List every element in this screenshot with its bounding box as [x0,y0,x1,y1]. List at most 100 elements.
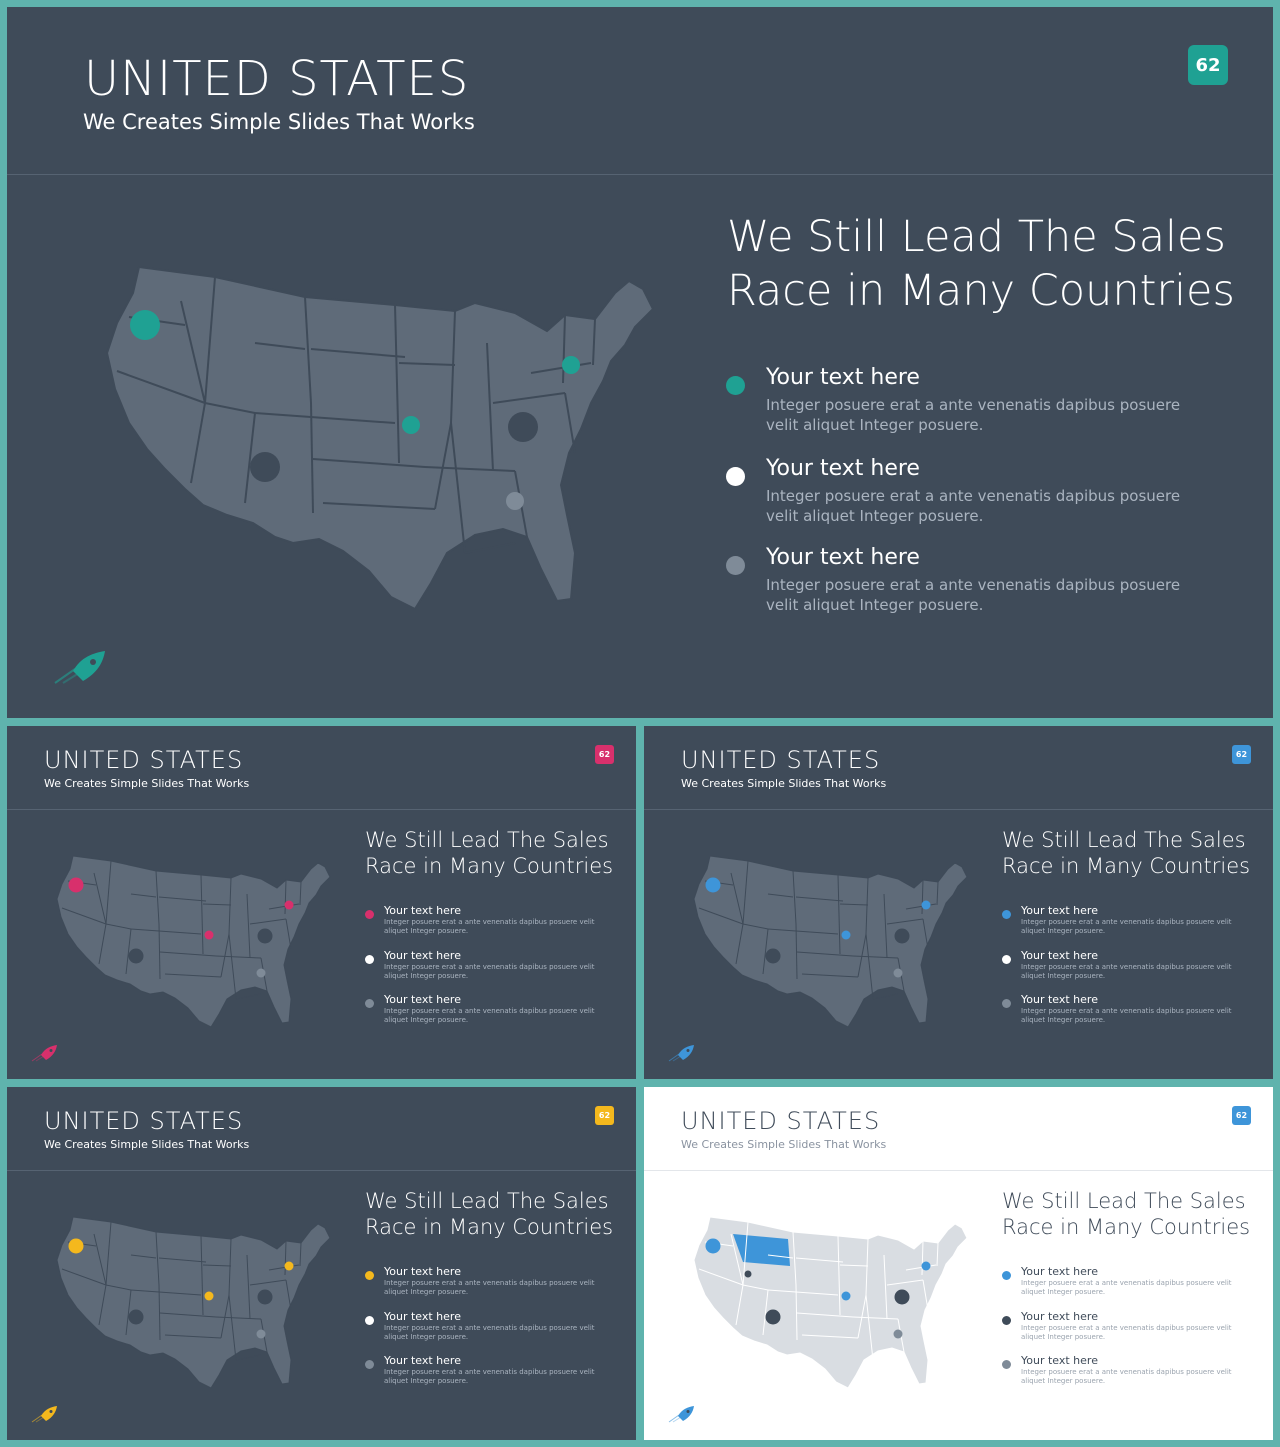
slide-title: UNITED STATES [84,51,470,107]
state-border [762,928,769,975]
map-marker [257,1289,273,1305]
bullet-dot [1002,1271,1011,1280]
map-marker [508,412,538,442]
item-title: Your text here [1021,949,1098,962]
bullet-dot [365,1360,374,1369]
bullet-dot [365,910,374,919]
state-border [159,951,217,957]
map-marker [506,492,524,510]
slide-subtitle: We Creates Simple Slides That Works [681,777,887,790]
item-body: Integer posuere erat a ante venenatis da… [384,1368,595,1386]
list-item: Your text here Integer posuere erat a an… [725,454,1225,534]
rocket-icon [54,651,105,684]
state-border [155,870,160,925]
slide-subtitle: We Creates Simple Slides That Works [44,777,250,790]
item-title: Your text here [384,1354,461,1367]
state-border [312,458,426,468]
bullet-dot [726,467,745,486]
headline-line-1: We Still Lead The Sales [365,1189,609,1213]
state-border [865,877,869,935]
header-divider [7,809,636,810]
map-marker [284,900,294,910]
list-item: Your text here Integer posuere erat a an… [365,993,615,1033]
us-map [693,855,968,1028]
item-body: Integer posuere erat a ante venenatis da… [1021,963,1232,981]
state-border [310,348,406,358]
bullet-dot [365,955,374,964]
state-border [852,1316,899,1320]
state-border [767,893,794,898]
state-border [244,412,256,504]
us-map-state-borders [698,860,939,1000]
state-border [202,903,232,906]
item-title: Your text here [1021,993,1098,1006]
us-map-state-borders [116,276,596,554]
map-marker [744,1270,752,1278]
state-border [158,1257,207,1263]
state-border [268,903,300,910]
state-border [735,1284,744,1326]
map-marker [921,1261,931,1271]
map-marker [893,1329,903,1339]
state-border [450,310,456,424]
state-border [284,1240,287,1276]
map-marker [204,930,214,940]
list-item: Your text here Integer posuere erat a an… [1002,1310,1252,1350]
item-title: Your text here [1021,1310,1098,1323]
us-outline [56,855,331,1028]
bullet-dot [1002,1360,1011,1369]
state-border [921,1240,924,1276]
us-map-markers [705,1238,931,1339]
state-border [105,923,132,930]
list-item: Your text here Integer posuere erat a an… [1002,949,1252,989]
state-border [246,1254,251,1320]
state-border [93,1233,107,1286]
map-marker [921,900,931,910]
item-body: Integer posuere erat a ante venenatis da… [1021,918,1232,936]
headline: We Still Lead The Sales Race in Many Cou… [365,827,613,880]
state-border [228,877,232,935]
state-border [310,402,314,514]
item-body: Integer posuere erat a ante venenatis da… [384,1279,595,1297]
page-number-badge: 62 [595,1106,614,1125]
state-border [795,1284,798,1341]
item-body: Integer posuere erat a ante venenatis da… [384,918,595,936]
state-border [235,993,262,1000]
state-border [268,1264,300,1271]
header-divider [644,809,1273,810]
item-title: Your text here [384,993,461,1006]
headline-line-1: We Still Lead The Sales [1002,828,1246,852]
state-border [872,993,899,1000]
rocket-icon [31,1045,57,1062]
state-border [857,1294,867,1339]
state-border [795,1257,844,1263]
us-map-state-borders [698,1221,939,1361]
map-marker [204,1291,214,1301]
state-border [730,872,744,925]
headline-line-1: We Still Lead The Sales [365,828,609,852]
state-border [796,951,854,957]
state-border [158,923,161,980]
state-border [434,422,452,510]
state-border [249,918,287,925]
state-border [228,1238,232,1296]
state-border [254,412,396,424]
state-border [450,422,466,554]
state-border [767,1289,839,1296]
state-border [220,1294,230,1339]
list-item: Your text here Integer posuere erat a an… [725,543,1225,623]
page-number-badge: 62 [1232,745,1251,764]
item-body: Integer posuere erat a ante venenatis da… [384,1007,595,1025]
headline-line-1: We Still Lead The Sales [727,212,1226,262]
map-marker [256,968,266,978]
slide-title: UNITED STATES [681,1107,881,1135]
state-border [235,1354,262,1361]
rocket-icon [31,1406,57,1423]
us-outline [693,1216,968,1389]
item-title: Your text here [384,1310,461,1323]
state-border [190,402,206,484]
us-map-markers [68,1238,294,1339]
state-border [130,893,157,898]
item-title: Your text here [766,456,920,481]
headline: We Still Lead The Sales Race in Many Cou… [727,211,1235,319]
